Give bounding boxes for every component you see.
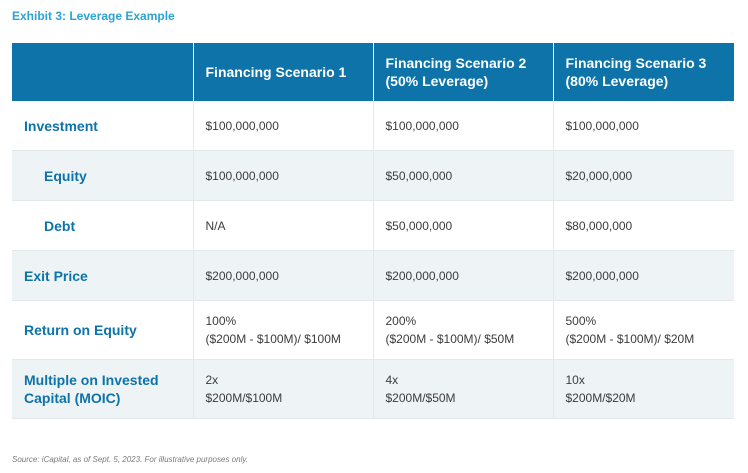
table-cell: $100,000,000 bbox=[553, 101, 734, 151]
table-cell: $200,000,000 bbox=[373, 250, 554, 301]
row-label-equity: Equity bbox=[12, 150, 194, 201]
cell-value: 10x bbox=[565, 373, 585, 387]
table-cell: 100% ($200M - $100M)/ $100M bbox=[193, 300, 374, 360]
table-cell: $200,000,000 bbox=[193, 250, 374, 301]
table-cell: 200% ($200M - $100M)/ $50M bbox=[373, 300, 554, 360]
table-row-return-on-equity: Return on Equity 100% ($200M - $100M)/ $… bbox=[12, 300, 734, 360]
cell-value: $200,000,000 bbox=[385, 268, 459, 283]
cell-formula: $200M/$20M bbox=[565, 391, 636, 405]
cell-value: 100% bbox=[205, 314, 237, 328]
table-cell: $100,000,000 bbox=[373, 101, 554, 151]
row-label-moic: Multiple on Invested Capital (MOIC) bbox=[12, 359, 194, 419]
cell-formula: $200M/$100M bbox=[205, 391, 283, 405]
exhibit-title: Exhibit 3: Leverage Example bbox=[12, 9, 175, 23]
table-cell: 4x $200M/$50M bbox=[373, 359, 554, 419]
table-cell: 500% ($200M - $100M)/ $20M bbox=[553, 300, 734, 360]
header-scenario-1: Financing Scenario 1 bbox=[193, 43, 374, 101]
cell-value: $200,000,000 bbox=[205, 268, 279, 283]
cell-value: $100,000,000 bbox=[205, 168, 279, 183]
cell-value: 500% bbox=[565, 314, 597, 328]
cell-formula: ($200M - $100M)/ $50M bbox=[385, 332, 515, 346]
cell-value: $200,000,000 bbox=[565, 268, 639, 283]
cell-value: $100,000,000 bbox=[565, 118, 639, 133]
table-row-debt: Debt N/A $50,000,000 $80,000,000 bbox=[12, 200, 734, 251]
table-cell: $50,000,000 bbox=[373, 150, 554, 201]
row-label-debt: Debt bbox=[12, 200, 194, 251]
table-cell: $20,000,000 bbox=[553, 150, 734, 201]
row-label-exit-price: Exit Price bbox=[12, 250, 194, 301]
cell-value: N/A bbox=[205, 218, 226, 233]
cell-value: $100,000,000 bbox=[205, 118, 279, 133]
table-cell: 10x $200M/$20M bbox=[553, 359, 734, 419]
table-cell: $200,000,000 bbox=[553, 250, 734, 301]
cell-value: 2x bbox=[205, 373, 219, 387]
table-row-investment: Investment $100,000,000 $100,000,000 $10… bbox=[12, 101, 734, 151]
table-cell: $100,000,000 bbox=[193, 101, 374, 151]
cell-formula: ($200M - $100M)/ $20M bbox=[565, 332, 695, 346]
cell-formula: $200M/$50M bbox=[385, 391, 456, 405]
cell-value: 200% bbox=[385, 314, 417, 328]
cell-value: 4x bbox=[385, 373, 399, 387]
source-note: Source: iCapital, as of Sept. 5, 2023. F… bbox=[12, 455, 248, 464]
cell-value: $50,000,000 bbox=[385, 168, 453, 183]
cell-value: $20,000,000 bbox=[565, 168, 633, 183]
row-label-investment: Investment bbox=[12, 101, 194, 151]
row-label-return-on-equity: Return on Equity bbox=[12, 300, 194, 360]
table-row-moic: Multiple on Invested Capital (MOIC) 2x $… bbox=[12, 359, 734, 419]
table-cell: $100,000,000 bbox=[193, 150, 374, 201]
header-scenario-3: Financing Scenario 3 (80% Leverage) bbox=[553, 43, 734, 101]
table-cell: N/A bbox=[193, 200, 374, 251]
cell-formula: ($200M - $100M)/ $100M bbox=[205, 332, 341, 346]
header-scenario-2: Financing Scenario 2 (50% Leverage) bbox=[373, 43, 554, 101]
table-header-row: Financing Scenario 1 Financing Scenario … bbox=[12, 43, 734, 101]
cell-value: $80,000,000 bbox=[565, 218, 633, 233]
leverage-table: Financing Scenario 1 Financing Scenario … bbox=[12, 43, 734, 419]
table-row-exit-price: Exit Price $200,000,000 $200,000,000 $20… bbox=[12, 250, 734, 301]
header-corner bbox=[12, 43, 194, 101]
table-row-equity: Equity $100,000,000 $50,000,000 $20,000,… bbox=[12, 150, 734, 201]
table-cell: 2x $200M/$100M bbox=[193, 359, 374, 419]
table-cell: $50,000,000 bbox=[373, 200, 554, 251]
cell-value: $100,000,000 bbox=[385, 118, 459, 133]
cell-value: $50,000,000 bbox=[385, 218, 453, 233]
table-cell: $80,000,000 bbox=[553, 200, 734, 251]
